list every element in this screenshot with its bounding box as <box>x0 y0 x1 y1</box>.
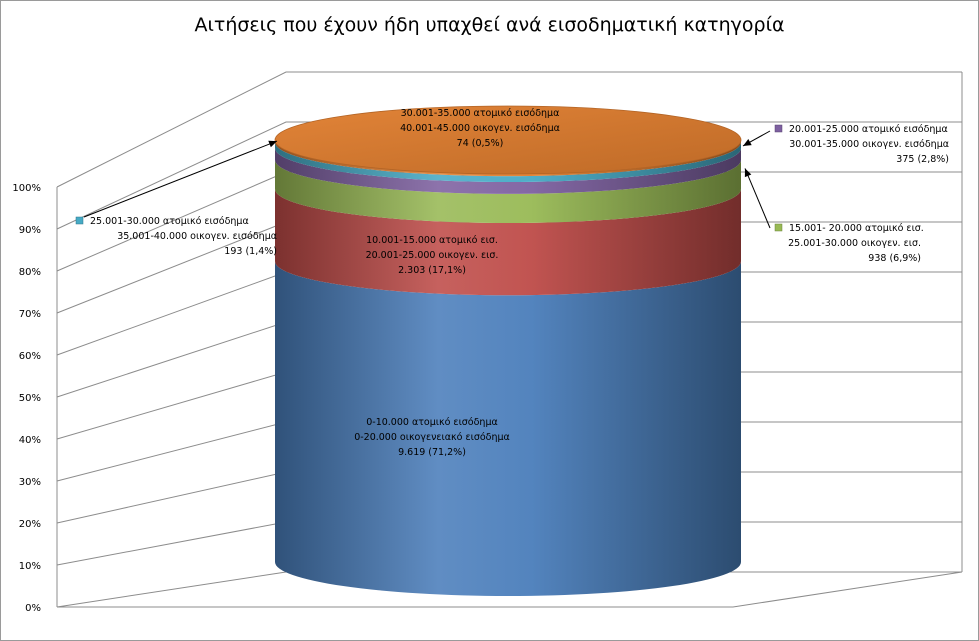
cylinder-segment <box>275 148 741 194</box>
y-tick-label: 0% <box>25 603 41 614</box>
cylinder-segment <box>275 142 741 183</box>
label-legend-key <box>75 216 84 225</box>
leader-arrowhead <box>743 139 752 146</box>
data-label: 15.001- 20.000 ατομικό εισ. <box>789 223 924 234</box>
data-label: 30.001-35.000 ατομικό εισόδημα 40.001-45.… <box>400 108 560 149</box>
y-tick-label: 90% <box>19 225 41 236</box>
data-labels: 0-10.000 ατομικό εισόδημα 0-20.000 οικογε… <box>75 108 949 458</box>
cylinder-top <box>274 105 742 175</box>
cylinder-segment <box>275 189 741 296</box>
y-tick-label: 100% <box>12 183 41 194</box>
y-tick-label: 70% <box>19 309 41 320</box>
data-label: 20.001-25.000 ατομικό εισόδημα <box>789 124 948 135</box>
y-tick-label: 80% <box>19 267 41 278</box>
label-legend-key <box>774 223 783 232</box>
leader-line <box>83 140 278 218</box>
y-tick-label: 60% <box>19 351 41 362</box>
cylinder-segment <box>275 261 741 596</box>
data-label: 30.001-35.000 οικογεν. εισόδημα 375 (2,8%… <box>789 139 949 165</box>
gridline <box>56 71 962 188</box>
label-legend-key <box>774 124 783 133</box>
gridline <box>56 121 962 230</box>
leader-arrowhead <box>744 168 752 178</box>
data-label: 25.001-30.000 ατομικό εισόδημα <box>90 216 249 227</box>
cylinder-segment <box>275 159 741 224</box>
data-label: 10.001-15.000 ατομικό εισ. 20.001-25.000 … <box>366 235 499 276</box>
data-label: 0-10.000 ατομικό εισόδημα 0-20.000 οικογε… <box>354 417 510 458</box>
stacked-cylinder <box>274 105 742 596</box>
y-tick-label: 50% <box>19 393 41 404</box>
y-tick-label: 40% <box>19 435 41 446</box>
leader-arrowhead <box>268 140 277 148</box>
leader-line <box>744 168 771 229</box>
chart-title: Αιτήσεις που έχουν ήδη υπαχθεί ανά εισοδ… <box>194 14 785 36</box>
y-axis-ticks: 0% 10% 20% 30% 40% 50% 60% 70% 80% 90% 100% <box>12 183 41 614</box>
y-tick-label: 20% <box>19 519 41 530</box>
data-label: 25.001-30.000 οικογεν. εισ. 938 (6,9%) <box>788 238 921 264</box>
y-tick-label: 30% <box>19 477 41 488</box>
floor-edge <box>57 571 963 608</box>
data-label: 35.001-40.000 οικογεν. εισόδημα 193 (1,4%… <box>117 231 277 257</box>
y-tick-label: 10% <box>19 561 41 572</box>
